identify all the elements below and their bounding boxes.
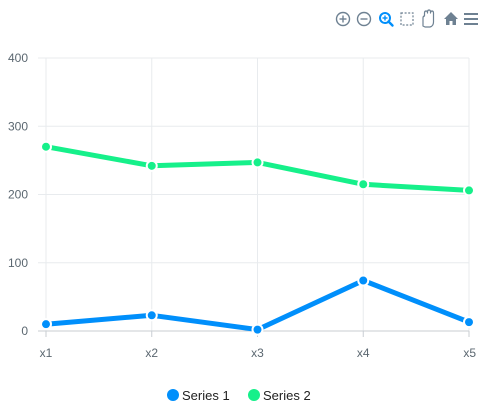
series-2-point[interactable] [251,156,264,169]
x-tick-label: x1 [40,346,53,360]
x-tick-label: x3 [251,346,264,360]
series-markers [40,140,475,336]
y-tick-label: 200 [8,188,28,202]
series-2-point[interactable] [357,178,370,191]
reset-home-icon[interactable] [444,12,458,25]
legend-marker [167,389,179,401]
chart-toolbar [335,9,478,28]
series-1-point[interactable] [463,316,475,329]
x-tick-label: x5 [463,346,476,360]
y-tick-label: 0 [21,324,28,338]
x-axis-tick-labels: x1 x2 x3 x4 x5 [40,346,477,360]
x-tick-label: x4 [357,346,370,360]
selection-icon[interactable] [400,12,414,26]
grid-lines [38,57,470,331]
series-2-point[interactable] [145,159,158,172]
zoom-in-icon[interactable] [335,11,351,27]
y-tick-label: 400 [8,51,28,65]
series-1-point[interactable] [145,309,158,322]
y-tick-label: 100 [8,256,28,270]
legend-item-series-2[interactable]: Series 2 [248,388,311,403]
zoom-out-icon[interactable] [356,11,372,27]
series-2-point[interactable] [40,140,52,153]
legend: Series 1 Series 2 [167,388,311,403]
menu-icon[interactable] [464,13,478,25]
legend-marker [248,389,260,401]
pan-icon[interactable] [422,9,435,28]
legend-item-series-1[interactable]: Series 1 [167,388,230,403]
selection-zoom-icon[interactable] [379,12,394,27]
x-tick-label: x2 [145,346,158,360]
series-1-point[interactable] [357,274,370,287]
legend-label: Series 2 [263,388,311,403]
series-2-point[interactable] [463,184,475,197]
series-1-point[interactable] [251,323,264,336]
series-1-point[interactable] [40,318,52,331]
y-tick-label: 300 [8,119,28,133]
legend-label: Series 1 [182,388,230,403]
y-axis-tick-labels: 0 100 200 300 400 [8,51,28,338]
